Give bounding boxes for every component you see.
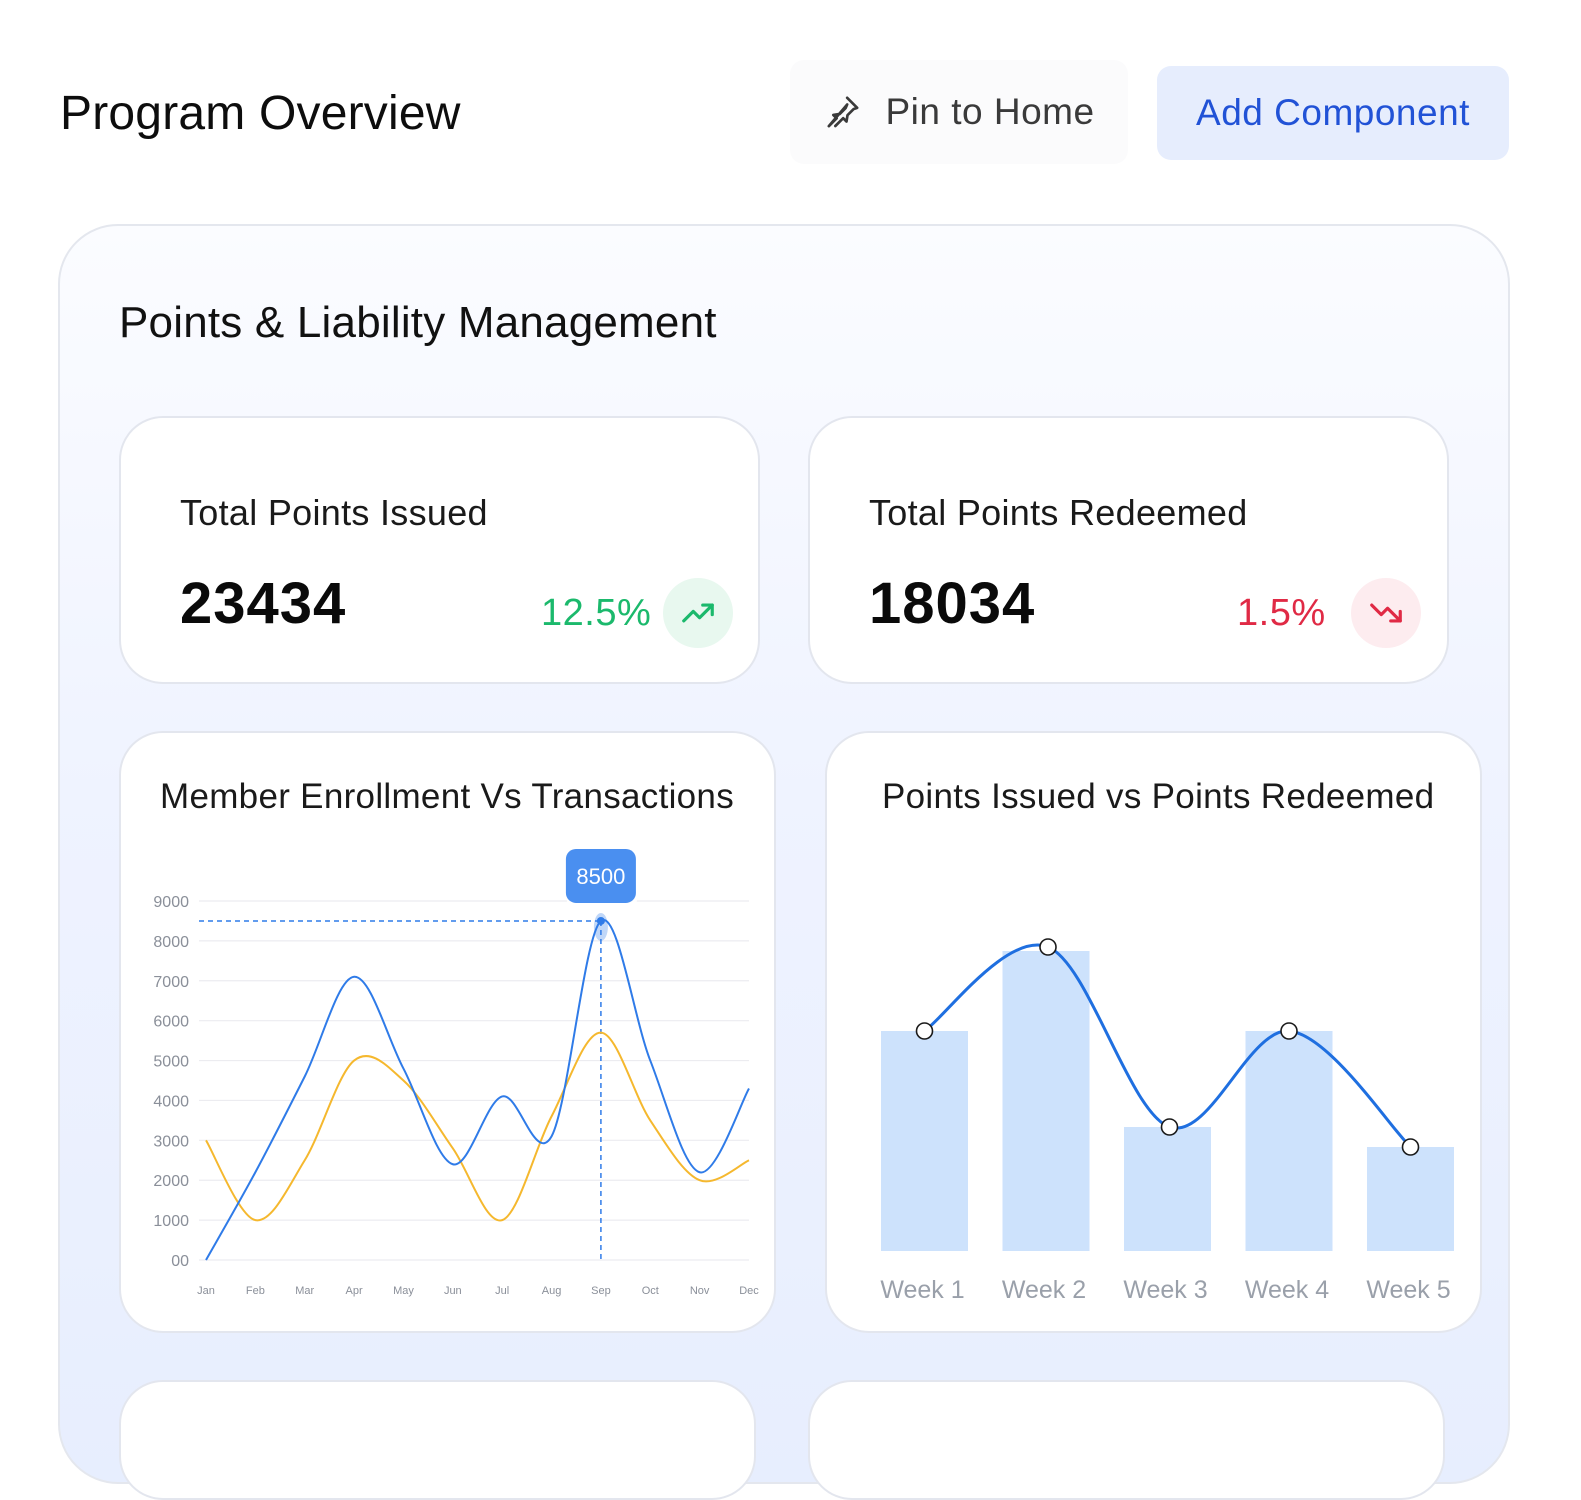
x-tick-label: Nov: [690, 1285, 710, 1297]
tooltip-bubble: [565, 848, 636, 903]
x-tick-label: Jul: [495, 1285, 509, 1297]
data-point: [1401, 1138, 1420, 1156]
x-tick-label: Feb: [246, 1285, 265, 1297]
enrollment-chart-card: Member Enrollment Vs Transactions: [119, 731, 776, 1333]
data-point: [1160, 1118, 1179, 1136]
kpi-card-points-redeemed: Total Points Redeemed 18034 1.5%: [808, 416, 1449, 684]
tooltip-marker: [596, 916, 605, 925]
series-line: [205, 919, 750, 1261]
x-tick-label: May: [393, 1285, 414, 1297]
x-tick-label: Apr: [346, 1285, 363, 1297]
add-component-button[interactable]: Add Component: [1157, 66, 1509, 160]
bottom-card-right: [808, 1380, 1445, 1500]
series-line: [205, 1031, 750, 1222]
page-title: Program Overview: [60, 87, 461, 140]
bar: [881, 1031, 968, 1251]
y-tick-label: 7000: [153, 974, 189, 991]
bottom-card-left: [119, 1380, 756, 1500]
x-tick-label: Week 5: [1366, 1276, 1450, 1304]
tooltip-value: 8500: [576, 864, 625, 889]
program-overview-page: Program Overview Pin to Home Add Compone…: [58, 60, 1510, 1500]
bar: [1367, 1147, 1454, 1251]
x-tick-label: Aug: [542, 1285, 562, 1297]
x-tick-label: Sep: [591, 1285, 611, 1297]
trend-up-icon: [663, 578, 733, 648]
x-tick-label: Week 2: [1002, 1276, 1086, 1304]
x-tick-label: Jun: [444, 1285, 462, 1297]
x-tick-label: Mar: [295, 1285, 314, 1297]
bar: [1245, 1031, 1333, 1251]
y-tick-label: 5000: [153, 1054, 189, 1071]
chart-title: Points Issued vs Points Redeemed: [882, 777, 1435, 816]
data-point: [1280, 1022, 1298, 1040]
y-tick-label: 4000: [153, 1093, 189, 1110]
x-tick-label: Oct: [642, 1285, 659, 1297]
y-tick-label: 8000: [153, 934, 189, 951]
bar: [1124, 1127, 1211, 1251]
x-tick-label: Jan: [197, 1285, 215, 1297]
data-point: [1039, 938, 1057, 956]
y-tick-label: 6000: [153, 1014, 189, 1031]
pin-icon: [823, 92, 863, 132]
x-tick-label: Week 4: [1245, 1276, 1329, 1304]
x-tick-label: Week 3: [1123, 1276, 1207, 1304]
series-line: [923, 943, 1412, 1149]
points-bar-chart: Week 1 Week 2 Week 3 Week 4 Week 5: [880, 938, 1454, 1304]
kpi-label: Total Points Issued: [180, 492, 488, 533]
chart-title: Member Enrollment Vs Transactions: [160, 777, 735, 816]
bar: [1002, 951, 1090, 1251]
y-tick-label: 3000: [153, 1133, 189, 1150]
section-title: Points & Liability Management: [119, 298, 717, 347]
trend-down-icon: [1351, 578, 1421, 648]
data-point: [915, 1022, 934, 1040]
enrollment-line-chart: 00 1000 2000 3000 4000 5000 6000 7000 8000 9000 Ja…: [153, 848, 759, 1297]
x-tick-label: Week 1: [880, 1276, 964, 1304]
kpi-value: 23434: [180, 571, 347, 636]
kpi-card-points-issued: Total Points Issued 23434 12.5%: [119, 416, 760, 684]
kpi-label: Total Points Redeemed: [869, 492, 1248, 533]
y-tick-label: 1000: [153, 1213, 189, 1230]
kpi-change-percent: 12.5%: [541, 592, 652, 634]
y-tick-label: 9000: [153, 894, 189, 911]
pin-to-home-label: Pin to Home: [885, 91, 1095, 132]
y-tick-label: 2000: [153, 1173, 189, 1190]
kpi-value: 18034: [869, 571, 1036, 636]
pin-to-home-button[interactable]: Pin to Home: [790, 60, 1128, 164]
kpi-change-percent: 1.5%: [1237, 592, 1326, 634]
y-tick-label: 00: [171, 1253, 189, 1270]
x-tick-label: Dec: [739, 1285, 759, 1297]
